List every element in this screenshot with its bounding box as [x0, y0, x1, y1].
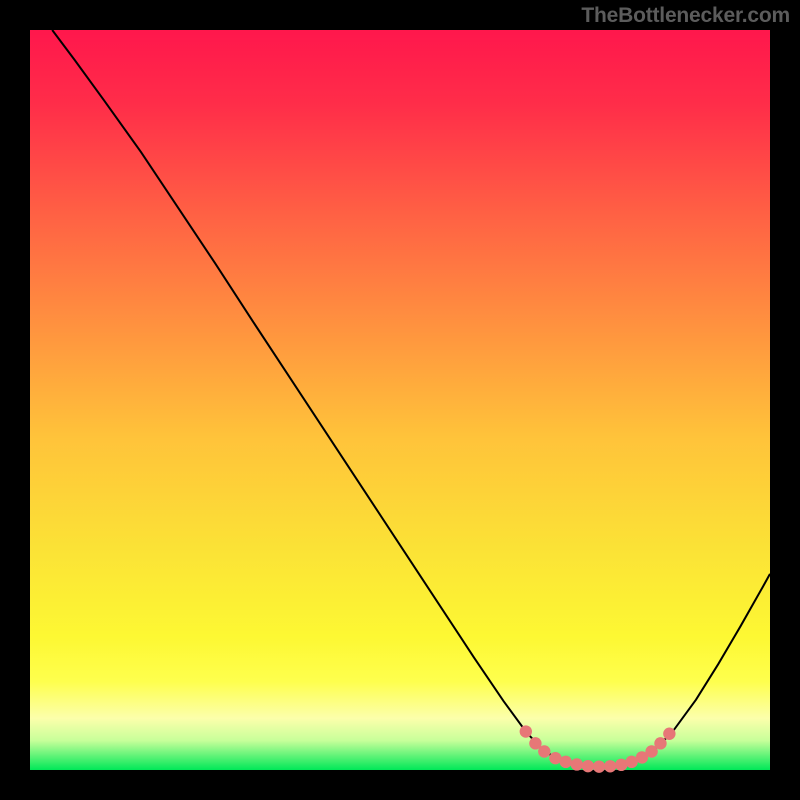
- plot-background: [30, 30, 770, 770]
- marker-dot: [604, 760, 616, 772]
- marker-dot: [520, 725, 532, 737]
- marker-dot: [593, 760, 605, 772]
- chart-container: TheBottlenecker.com: [0, 0, 800, 800]
- chart-svg: [0, 0, 800, 800]
- marker-dot: [654, 737, 666, 749]
- marker-dot: [582, 760, 594, 772]
- marker-dot: [538, 745, 550, 757]
- marker-dot: [663, 728, 675, 740]
- marker-dot: [571, 758, 583, 770]
- marker-dot: [560, 756, 572, 768]
- watermark-text: TheBottlenecker.com: [581, 4, 790, 28]
